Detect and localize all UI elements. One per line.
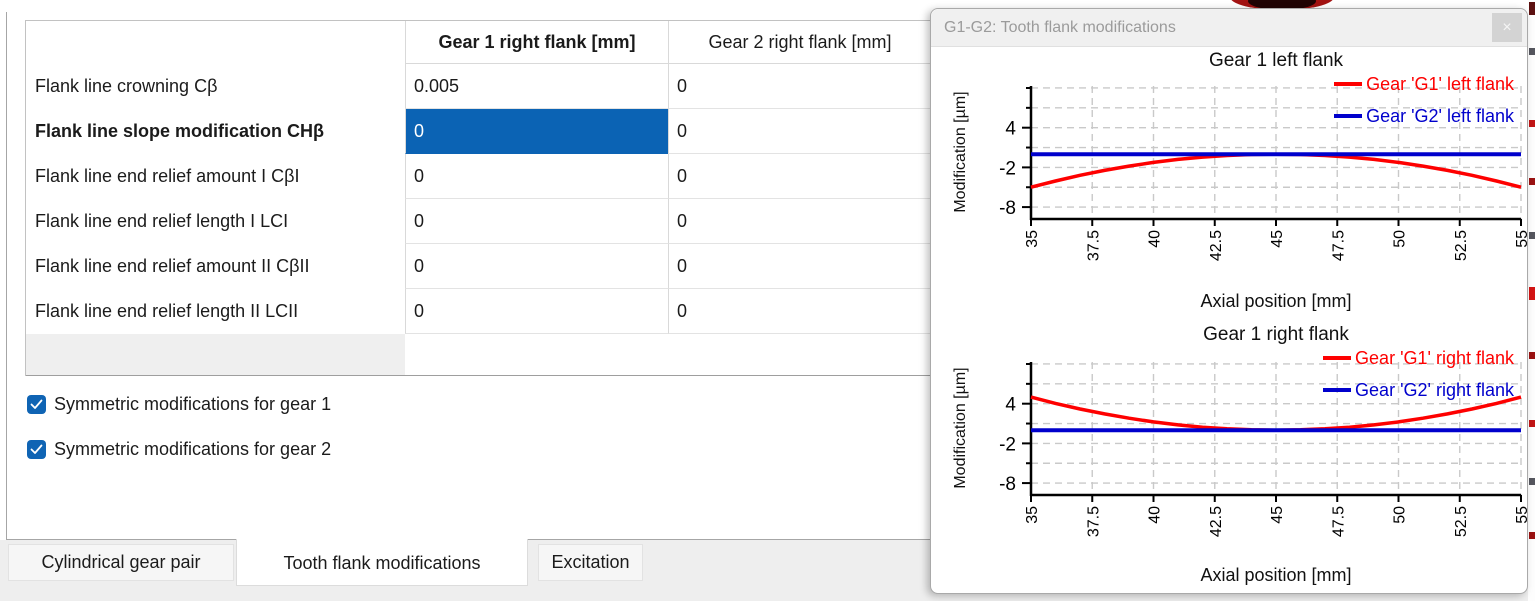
cell-gear1-value[interactable]: 0 [405,109,668,154]
x-axis-label: Axial position [mm] [1200,291,1352,311]
svg-text:42.5: 42.5 [1208,506,1225,537]
tab-excitation[interactable]: Excitation [538,544,643,581]
row-label: Flank line end relief amount II CβII [26,244,405,289]
svg-text:-8: -8 [999,474,1016,495]
legend-label: Gear 'G1' right flank [1355,347,1514,368]
svg-text:4: 4 [1005,395,1016,416]
chart-title: Gear 1 right flank [1203,324,1349,345]
table-footer-right [405,334,931,375]
legend-line-marker [1334,114,1363,118]
legend-item: Gear 'G2' right flank [1323,374,1514,406]
checkbox-label: Symmetric modifications for gear 2 [54,438,332,459]
table-row[interactable]: Flank line end relief amount II CβII 0 0 [26,244,931,289]
chart-gear1-left-flank: Gear 1 left flank Modification [µm] 4 -2 -… [936,48,1528,320]
legend-label: Gear 'G2' right flank [1355,379,1514,400]
tooth-flank-modifications-panel: G1-G2: Tooth flank modifications × [930,8,1528,594]
svg-text:-2: -2 [999,434,1016,455]
modifications-table: Gear 1 right flank [mm] Gear 2 right fla… [25,20,931,376]
plot-area: 4 -2 -8 35 37.5 40 42.5 45 47.5 50 52.5 55 [999,362,1528,537]
table-row[interactable]: Flank line end relief amount I CβI 0 0 [26,154,931,199]
svg-text:40: 40 [1147,506,1164,524]
svg-text:37.5: 37.5 [1085,506,1102,537]
cell-gear2-value[interactable]: 0 [668,64,931,109]
table-row[interactable]: Flank line crowning Cβ 0.005 0 [26,64,931,109]
cell-gear2-value[interactable]: 0 [668,244,931,289]
legend-label: Gear 'G1' left flank [1366,73,1514,94]
table-footer-area [26,334,931,376]
cell-gear1-value[interactable]: 0 [405,154,668,199]
cell-gear1-value[interactable]: 0 [405,244,668,289]
table-header-row: Gear 1 right flank [mm] Gear 2 right fla… [26,21,931,64]
chart-legend: Gear 'G1' left flank Gear 'G2' left flank [1334,68,1514,132]
svg-text:55: 55 [1514,506,1528,524]
checkbox-symmetric-gear2[interactable] [27,439,46,459]
row-label: Flank line crowning Cβ [26,64,405,109]
header-empty [26,21,405,64]
chart-gear1-right-flank: Gear 1 right flank Modification [µm] 4 -2… [936,320,1528,601]
svg-text:42.5: 42.5 [1208,230,1225,261]
x-axis-label: Axial position [mm] [1200,565,1352,585]
legend-line-marker [1323,388,1352,392]
legend-item: Gear 'G1' left flank [1334,68,1514,100]
table-row[interactable]: Flank line slope modification CHβ 0 0 [26,109,931,154]
chart-legend: Gear 'G1' right flank Gear 'G2' right fla… [1323,342,1514,406]
row-label: Flank line end relief length I LCI [26,199,405,244]
table-row[interactable]: Flank line end relief length II LCII 0 0 [26,289,931,334]
tab-tooth-flank-modifications[interactable]: Tooth flank modifications [236,539,528,586]
checkmark-icon [30,399,43,409]
svg-text:47.5: 47.5 [1330,230,1347,261]
background-gear-artifact [1230,0,1334,10]
tab-cylindrical-gear-pair[interactable]: Cylindrical gear pair [8,544,234,581]
legend-label: Gear 'G2' left flank [1366,105,1514,126]
svg-text:-2: -2 [999,158,1016,179]
cell-gear2-value[interactable]: 0 [668,199,931,244]
svg-text:55: 55 [1514,230,1528,248]
header-gear2-right-flank: Gear 2 right flank [mm] [668,21,931,64]
checkmark-icon [30,444,43,454]
panel-title: G1-G2: Tooth flank modifications [944,18,1176,36]
svg-text:52.5: 52.5 [1453,506,1470,537]
checkbox-symmetric-gear1[interactable] [27,394,46,414]
background-window-sliver [1528,0,1535,601]
svg-text:40: 40 [1147,230,1164,248]
content-left-border [6,12,7,539]
svg-text:35: 35 [1024,230,1041,248]
plot-area: 4 -2 -8 35 37.5 40 42.5 45 47.5 50 52.5 55 [999,86,1528,261]
header-gear1-right-flank: Gear 1 right flank [mm] [405,21,668,64]
cell-gear2-value[interactable]: 0 [668,154,931,199]
cell-gear1-value[interactable]: 0.005 [405,64,668,109]
svg-text:47.5: 47.5 [1330,506,1347,537]
svg-text:4: 4 [1005,119,1016,140]
chart-title: Gear 1 left flank [1208,50,1344,71]
svg-text:45: 45 [1269,506,1286,524]
close-icon[interactable]: × [1492,13,1522,42]
legend-line-marker [1334,82,1363,86]
legend-item: Gear 'G2' left flank [1334,100,1514,132]
row-label: Flank line slope modification CHβ [26,109,405,154]
svg-text:50: 50 [1392,230,1409,248]
table-row[interactable]: Flank line end relief length I LCI 0 0 [26,199,931,244]
svg-text:50: 50 [1392,506,1409,524]
cell-gear1-value[interactable]: 0 [405,289,668,334]
y-axis-label: Modification [µm] [952,91,969,213]
svg-text:52.5: 52.5 [1453,230,1470,261]
checkbox-label: Symmetric modifications for gear 1 [54,393,332,414]
table-footer-left [26,334,405,375]
svg-text:35: 35 [1024,506,1041,524]
cell-gear2-value[interactable]: 0 [668,109,931,154]
cell-gear1-value[interactable]: 0 [405,199,668,244]
svg-text:-8: -8 [999,198,1016,219]
legend-item: Gear 'G1' right flank [1323,342,1514,374]
row-label: Flank line end relief amount I CβI [26,154,405,199]
panel-title-bar[interactable]: G1-G2: Tooth flank modifications × [931,9,1527,47]
checkbox-row-symmetric-gear1[interactable]: Symmetric modifications for gear 1 [27,393,331,415]
y-axis-label: Modification [µm] [952,367,969,489]
svg-text:37.5: 37.5 [1085,230,1102,261]
legend-line-marker [1323,356,1352,360]
svg-text:45: 45 [1269,230,1286,248]
checkbox-row-symmetric-gear2[interactable]: Symmetric modifications for gear 2 [27,438,331,460]
cell-gear2-value[interactable]: 0 [668,289,931,334]
row-label: Flank line end relief length II LCII [26,289,405,334]
